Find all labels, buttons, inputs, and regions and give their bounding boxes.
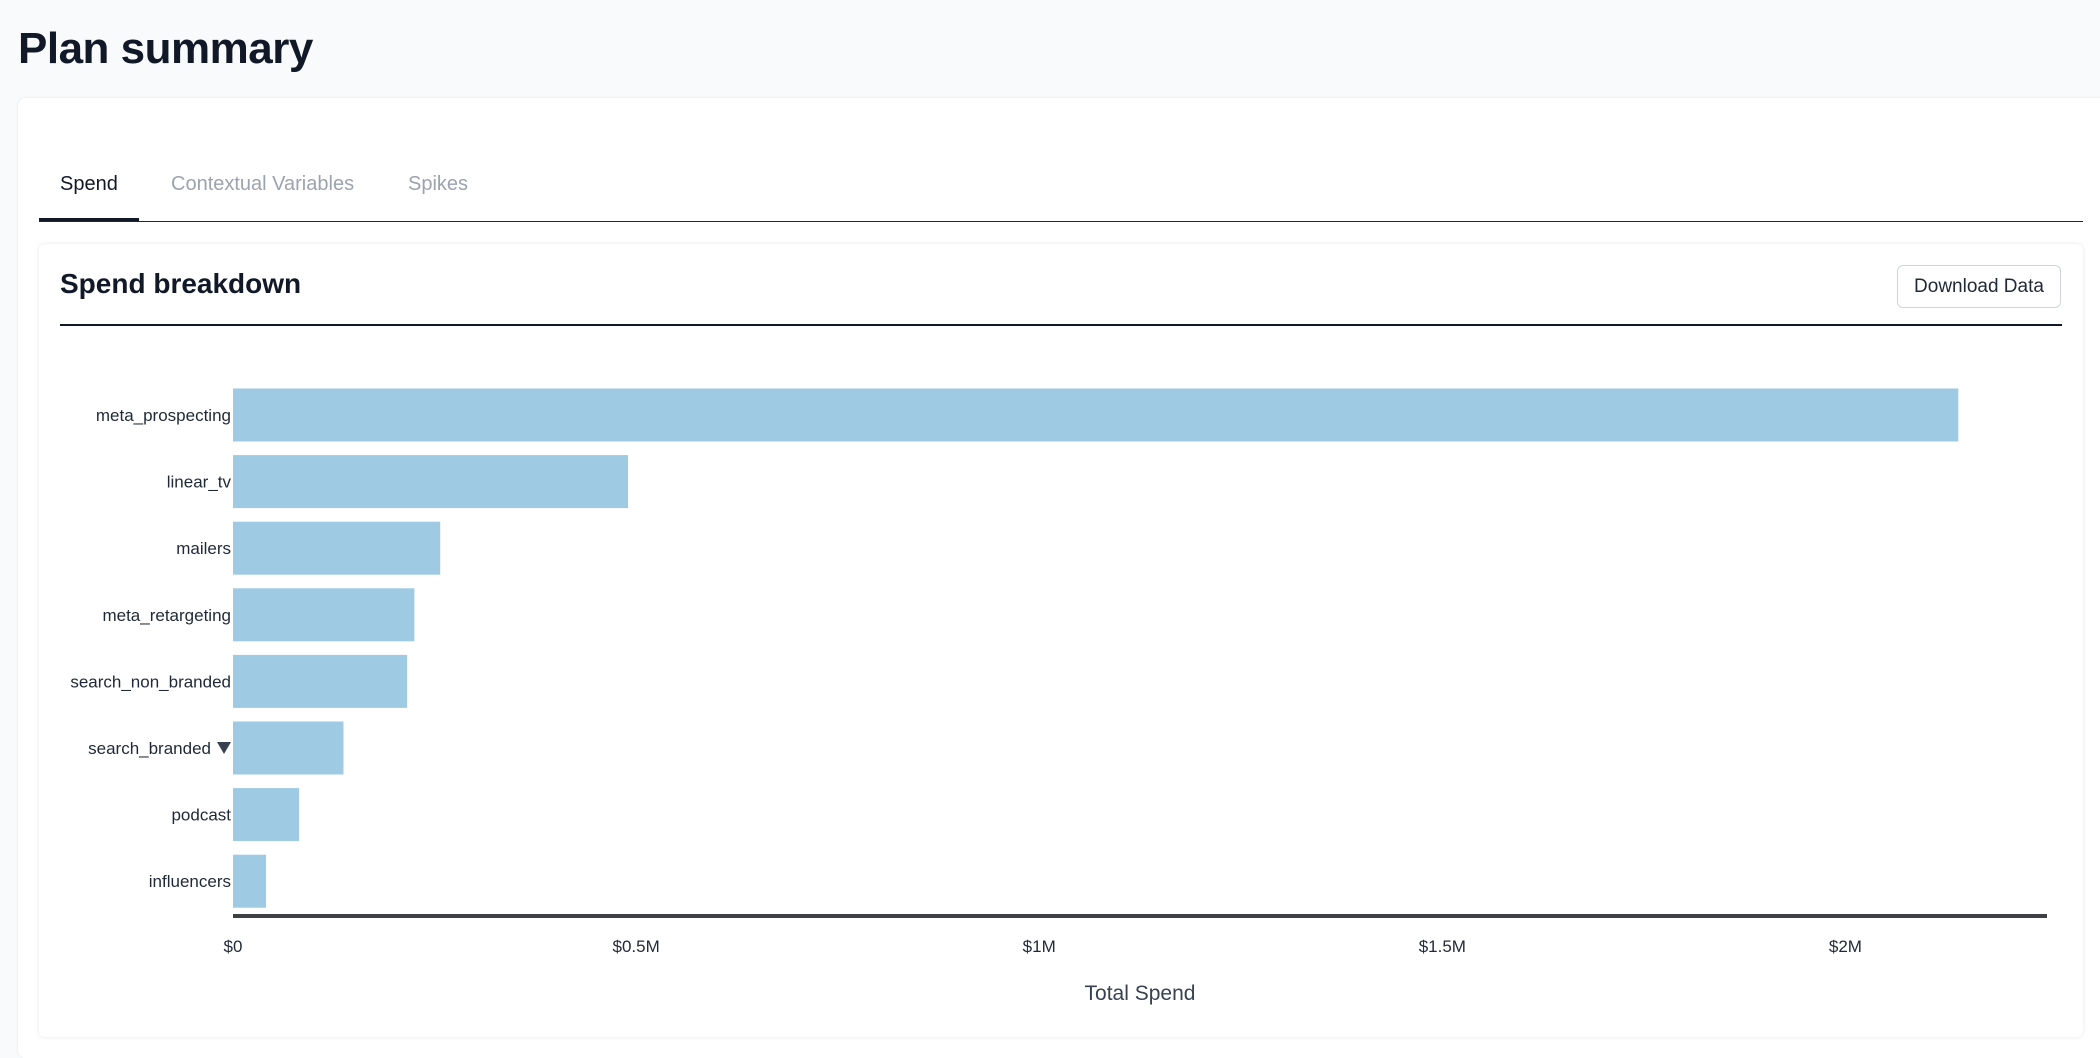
tab-contextual-variables[interactable]: Contextual Variables [171, 173, 355, 195]
bar-influencers[interactable] [233, 854, 267, 908]
triangle-down-icon[interactable] [217, 742, 231, 754]
x-tick-labels: $0 $0.5M $1M $1.5M $2M [224, 937, 1862, 956]
page-title: Plan summary [18, 24, 313, 73]
category-label-linear-tv: linear_tv [167, 473, 232, 492]
bar-search-non-branded[interactable] [233, 654, 408, 708]
category-label-search-branded: search_branded [88, 739, 211, 758]
section-title: Spend breakdown [60, 268, 302, 299]
bar-linear-tv[interactable] [233, 455, 629, 509]
tab-spikes[interactable]: Spikes [408, 173, 469, 195]
x-tick-label: $1.5M [1419, 937, 1466, 956]
category-label-meta-retargeting: meta_retargeting [102, 606, 231, 625]
category-label-search-non-branded: search_non_branded [70, 672, 231, 691]
x-tick-label: $0.5M [612, 937, 659, 956]
tab-bar: Spend Contextual Variables Spikes [39, 150, 2083, 222]
bar-meta-retargeting[interactable] [233, 588, 415, 642]
bar-meta-prospecting[interactable] [233, 388, 1959, 442]
bar-mailers[interactable] [233, 521, 441, 575]
bar-podcast[interactable] [233, 788, 300, 842]
category-label-meta-prospecting: meta_prospecting [96, 406, 231, 425]
download-data-button[interactable]: Download Data [1897, 265, 2061, 308]
x-axis-title: Total Spend [1085, 982, 1196, 1005]
bars-layer [233, 388, 1959, 908]
section-divider [60, 324, 2062, 326]
x-tick-label: $0 [224, 937, 243, 956]
bar-search-branded[interactable] [233, 721, 344, 775]
category-label-influencers: influencers [149, 872, 231, 891]
x-tick-label: $1M [1023, 937, 1056, 956]
x-tick-label: $2M [1829, 937, 1862, 956]
category-label-mailers: mailers [176, 539, 231, 558]
category-label-podcast: podcast [171, 806, 231, 825]
tab-spend[interactable]: Spend [39, 150, 139, 221]
